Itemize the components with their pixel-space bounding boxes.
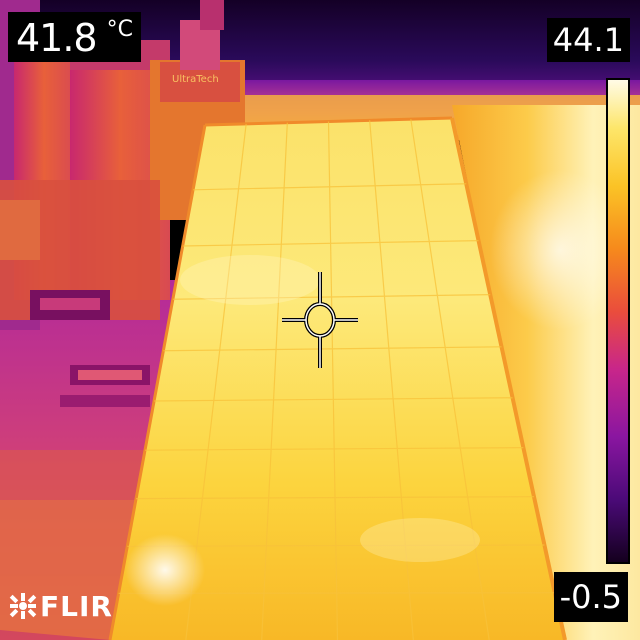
hot-spot-glare: [125, 534, 205, 606]
cell-row-line: [136, 496, 534, 500]
equipment-label-text: UltraTech: [172, 74, 219, 85]
crosshair-spot-meter-icon: [282, 272, 358, 368]
spot-temperature-unit: °C: [106, 17, 133, 42]
spot-temperature-readout: 41.8 °C: [8, 12, 141, 62]
cell-row-line: [127, 544, 545, 547]
cell-row-line: [154, 397, 513, 402]
cell-row-line: [163, 346, 502, 352]
flir-emblem-icon: [9, 593, 37, 619]
cell-row-line: [182, 240, 479, 247]
cell-column-line: [261, 122, 288, 640]
cell-row-line: [145, 447, 524, 451]
cell-column-line: [327, 121, 339, 640]
flir-wordmark: FLIR: [40, 589, 113, 623]
solar-panel-main: [110, 118, 565, 640]
flir-logo: FLIR: [8, 584, 113, 628]
rooftop-equipment: UltraTech: [0, 0, 245, 407]
cell-column-line: [410, 119, 490, 640]
scale-min-label: -0.5: [553, 572, 628, 622]
spot-temperature-value: 41.8: [16, 16, 98, 60]
cell-row-line: [193, 183, 467, 191]
cell-row-line: [172, 294, 491, 300]
temperature-colorbar: [606, 78, 630, 564]
cell-column-line: [369, 120, 414, 640]
panel-cell-grid: [118, 119, 555, 640]
scale-max-label: 44.1: [546, 18, 630, 62]
